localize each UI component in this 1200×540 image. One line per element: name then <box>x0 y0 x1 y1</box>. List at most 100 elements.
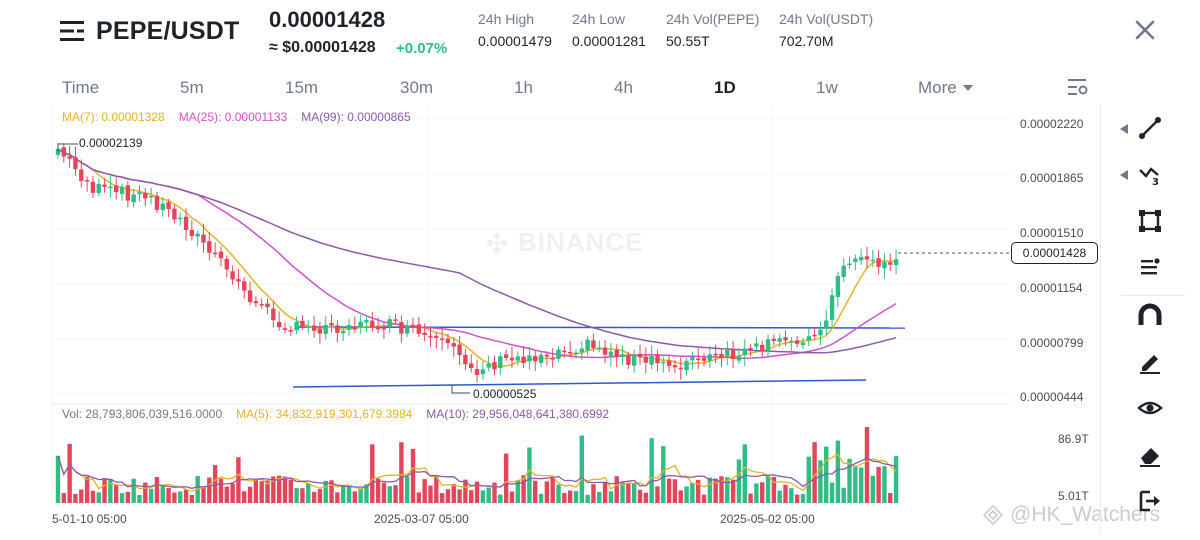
stat-24h-high: 24h High 0.00001479 <box>478 11 552 49</box>
magnet-icon[interactable] <box>1137 303 1163 329</box>
candlestick-chart[interactable] <box>0 104 1100 534</box>
volume-bar <box>288 479 293 503</box>
candle-body <box>777 338 782 342</box>
volume-bar <box>655 486 660 503</box>
menu-icon[interactable] <box>60 20 86 42</box>
volume-bar <box>474 481 480 503</box>
volume-bar <box>160 484 165 503</box>
pencil-icon[interactable] <box>1137 349 1163 375</box>
volume-bar <box>725 477 730 503</box>
tab-1d[interactable]: 1D <box>714 78 736 97</box>
candle-body <box>480 369 486 375</box>
volume-bar <box>61 493 67 503</box>
vol-ma10-label: MA(10): 29,956,048,641,380.6992 <box>426 407 610 421</box>
candle-body <box>631 355 637 366</box>
candle-body <box>748 348 753 350</box>
candle-body <box>847 263 852 266</box>
candle-body <box>666 360 672 366</box>
volume-legend: Vol: 28,793,806,039,516.0000 MA(5): 34,8… <box>62 407 609 421</box>
volume-bar <box>340 484 346 503</box>
volume-bar <box>486 487 491 503</box>
volume-bar <box>143 482 148 503</box>
eye-icon[interactable] <box>1137 395 1163 421</box>
candle-body <box>247 290 253 303</box>
stat-value: 702.70M <box>779 33 834 49</box>
tab-4h[interactable]: 4h <box>614 78 633 97</box>
candle-body <box>509 357 515 361</box>
toolbar-separator <box>1121 295 1185 296</box>
ma99-line <box>57 148 897 354</box>
volume-bar <box>602 481 608 503</box>
tab-more[interactable]: More <box>918 78 973 98</box>
candle-body <box>684 360 689 371</box>
chart-settings-icon[interactable] <box>1068 78 1088 96</box>
chart-area[interactable] <box>0 104 1100 534</box>
expand-arrow-icon[interactable] <box>1120 170 1128 180</box>
volume-bar <box>242 491 247 503</box>
stat-value: 0.00001479 <box>478 33 552 49</box>
support-trendline <box>292 379 867 388</box>
expand-arrow-icon[interactable] <box>1120 124 1128 134</box>
volume-bar <box>521 475 526 503</box>
stat-24h-vol-usdt: 24h Vol(USDT) 702.70M <box>779 11 873 49</box>
tab-15m[interactable]: 15m <box>285 78 319 97</box>
candle-body <box>626 354 631 365</box>
candle-body <box>655 354 660 364</box>
candle-body <box>300 320 305 327</box>
stat-24h-vol-pepe: 24h Vol(PEPE) 50.55T <box>666 11 759 49</box>
candle-body <box>771 338 777 341</box>
ma-legend: MA(7): 0.00001328 MA(25): 0.00001133 MA(… <box>62 110 411 124</box>
candle-body <box>189 229 195 237</box>
candles <box>55 142 899 383</box>
pair-symbol[interactable]: PEPE/USDT <box>96 17 240 45</box>
volume-bar <box>189 494 195 503</box>
candle-body <box>463 354 468 365</box>
high-marker <box>57 143 78 152</box>
volume-bar <box>276 475 282 503</box>
volume-bar <box>696 479 701 503</box>
candle-body <box>888 262 893 265</box>
volume-bar <box>265 480 270 503</box>
tab-5m[interactable]: 5m <box>180 78 204 97</box>
current-price-tag: 0.00001428 <box>1011 242 1098 264</box>
rectangle-icon[interactable] <box>1137 208 1163 234</box>
volume-bar <box>352 491 358 503</box>
volume-bar <box>498 494 503 503</box>
multi-line-icon[interactable]: 3 <box>1137 161 1163 187</box>
candle-body <box>84 180 90 182</box>
volume-bar <box>888 492 893 503</box>
volume-bar <box>777 490 782 503</box>
tab-1h[interactable]: 1h <box>514 78 533 97</box>
vol-ma5-label: MA(5): 34,832,919,301,679.3984 <box>236 407 413 421</box>
candle-body <box>416 324 422 334</box>
volume-bar <box>626 482 631 503</box>
exit-icon[interactable] <box>1137 488 1163 514</box>
candle-body <box>562 350 567 353</box>
stat-label: 24h High <box>478 11 535 27</box>
candle-body <box>445 338 451 344</box>
candle-body <box>602 347 608 355</box>
candle-body <box>841 265 846 278</box>
volume-bars <box>55 427 899 503</box>
candle-body <box>870 259 875 262</box>
candle-body <box>754 343 759 347</box>
tab-time[interactable]: Time <box>62 78 100 97</box>
eraser-icon[interactable] <box>1137 442 1163 468</box>
stat-24h-low: 24h Low 0.00001281 <box>572 11 646 49</box>
tab-1w[interactable]: 1w <box>816 78 838 97</box>
volume-bar <box>114 484 119 503</box>
author-watermark: @HK_Watchers <box>982 503 1160 527</box>
fib-lines-icon[interactable] <box>1137 254 1163 280</box>
volume-bar <box>282 476 288 503</box>
volume-bar <box>271 476 276 503</box>
volume-bar <box>678 490 683 503</box>
volume-bar <box>707 477 713 503</box>
close-icon[interactable] <box>1133 18 1157 42</box>
candle-body <box>335 325 340 333</box>
drawing-toolbar: 3 <box>1100 104 1200 534</box>
volume-bar <box>90 490 96 503</box>
trend-line-icon[interactable] <box>1137 115 1163 141</box>
tab-30m[interactable]: 30m <box>400 78 434 97</box>
candle-body <box>451 343 456 347</box>
volume-bar <box>649 438 654 503</box>
